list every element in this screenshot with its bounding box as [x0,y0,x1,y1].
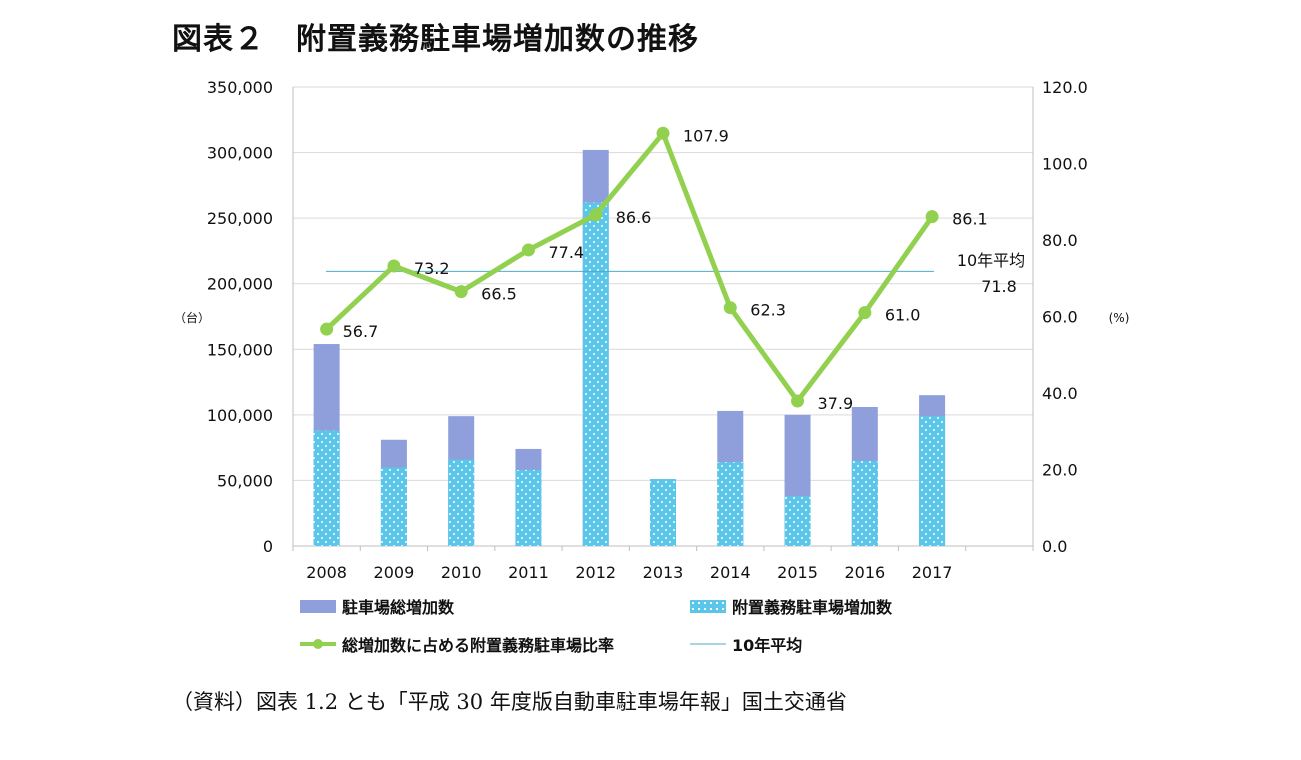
ratio-point [858,306,872,320]
legend-swatch-mandatory [690,599,726,613]
legend-item-ratio: 総増加数に占める附置義務駐車場比率 [300,632,614,656]
x-tick-label: 2014 [710,563,751,582]
legend-item-total: 駐車場総増加数 [300,594,454,618]
ratio-line-layer [320,126,939,408]
x-tick-label: 2017 [912,563,953,582]
y-left-tick-label: 100,000 [207,406,273,425]
y-right-unit-label: (%) [1109,311,1130,325]
bar-mandatory [784,496,811,546]
legend-label-total: 駐車場総増加数 [342,598,455,617]
y-left-tick-label: 350,000 [207,78,273,97]
ratio-point [791,394,805,408]
y-right-tick-label: 120.0 [1042,78,1088,97]
bar-mandatory [650,479,676,546]
bar-mandatory [919,416,946,546]
ratio-point [925,210,939,224]
y-left-tick-label: 300,000 [207,144,273,163]
page-title: 図表２ 附置義務駐車場増加数の推移 [172,22,699,57]
bar-mandatory [582,202,609,547]
x-tick-label: 2013 [643,563,684,582]
x-tick-label: 2008 [306,563,347,582]
ratio-data-label: 66.5 [481,285,517,304]
ratio-data-label: 107.9 [683,126,729,145]
y-left-unit-label: （台） [174,310,210,325]
legend-swatch-average [690,636,726,652]
legend-label-average: 10年平均 [732,636,803,655]
x-tick-label: 2012 [575,563,616,582]
y-left-tick-label: 150,000 [207,340,273,359]
x-tick-label: 2015 [777,563,818,582]
y-left-tick-label: 250,000 [207,209,273,228]
legend-item-average: 10年平均 [690,632,802,656]
ratio-data-label: 86.1 [952,210,988,229]
y-right-tick-label: 20.0 [1042,461,1078,480]
ratio-data-label: 37.9 [818,394,854,413]
x-tick-label: 2016 [844,563,885,582]
x-tick-label: 2011 [508,563,549,582]
combo-chart: 0 50,000 100,000 150,000 200,000 250,000 300,0… [174,78,1129,582]
legend-item-mandatory: 附置義務駐車場増加数 [690,594,892,618]
average-label: 10年平均 [957,251,1025,270]
bar-mandatory [515,469,542,546]
ratio-line [324,130,935,404]
x-tick-label: 2010 [441,563,482,582]
bar-mandatory [313,430,340,546]
y-right-tick-label: 40.0 [1042,384,1078,403]
ratio-data-label: 62.3 [750,301,786,320]
chart-legend: 駐車場総増加数 附置義務駐車場増加数 総増加数に占める附置義務駐車場比率 10年… [296,594,1016,664]
ratio-point [723,301,737,315]
bar-mandatory [717,462,744,546]
legend-swatch-ratio [300,636,336,652]
y-right-tick-label: 0.0 [1042,537,1067,556]
y-right-tick-label: 80.0 [1042,231,1078,250]
grid-lines [293,86,1033,481]
ratio-point [589,208,603,222]
legend-swatch-total [300,599,336,613]
ratio-point [656,126,670,140]
y-left-tick-label: 0 [263,537,273,556]
ratio-data-label: 77.4 [548,243,584,262]
x-tick-label: 2009 [374,563,415,582]
ratio-data-label: 61.0 [885,306,921,325]
y-right-tick-label: 100.0 [1042,155,1088,174]
ratio-data-label: 86.6 [616,208,652,227]
ratio-point [454,285,468,299]
ratio-data-label: 56.7 [343,322,379,341]
source-note: （資料）図表 1.2 とも「平成 30 年度版自動車駐車場年報」国土交通省 [172,690,847,714]
ratio-data-label: 73.2 [414,259,450,278]
ratio-point [521,243,535,257]
bar-mandatory [851,460,878,546]
y-left-tick-label: 200,000 [207,275,273,294]
ratio-point [387,259,401,273]
bar-mandatory [380,467,407,546]
bar-mandatory [448,459,475,546]
y-right-tick-label: 60.0 [1042,308,1078,327]
ratio-point [320,322,334,336]
legend-label-mandatory: 附置義務駐車場増加数 [732,598,893,617]
average-value-label: 71.8 [981,277,1017,296]
labels: 0 50,000 100,000 150,000 200,000 250,000 300,0… [174,78,1129,582]
y-left-tick-label: 50,000 [217,471,273,490]
legend-label-ratio: 総増加数に占める附置義務駐車場比率 [342,636,615,655]
bars [313,149,946,547]
